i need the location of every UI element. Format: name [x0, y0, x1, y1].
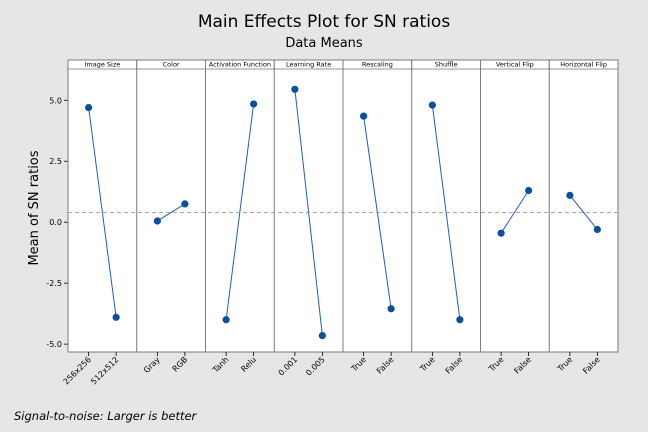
effect-point [85, 103, 93, 112]
y-tick-label: 5.0 [49, 96, 62, 105]
plot-area: 5.0 2.5 0.0 -2.5 -5.0 Image Size 256x256512x51… [46, 59, 619, 386]
effect-point [250, 100, 258, 108]
panel-title: Color [163, 61, 180, 69]
y-tick-label: -5.0 [46, 340, 62, 349]
effect-point [525, 186, 533, 195]
effect-point [318, 331, 326, 340]
y-axis-label: Mean of SN ratios [27, 150, 42, 265]
x-tick-label: Gray [142, 355, 162, 375]
effect-point [360, 112, 368, 120]
x-tick-label: False [375, 355, 396, 376]
effect-point [497, 229, 505, 237]
y-tick-label: 2.5 [49, 157, 62, 166]
x-tick-label: False [512, 355, 533, 376]
x-tick-label: 0.001 [277, 355, 300, 378]
chart-title: Main Effects Plot for SN ratios [198, 12, 451, 32]
x-tick-label: 256x256 [62, 355, 93, 386]
effect-point [456, 316, 464, 324]
panel-title: Activation Function [209, 61, 271, 69]
y-tick-label: 0.0 [49, 218, 62, 227]
effect-line [225, 103, 255, 320]
effect-point [593, 225, 601, 234]
x-tick-label: Tanh [210, 355, 230, 375]
effect-point [387, 305, 395, 313]
panel-title: Rescaling [362, 61, 393, 69]
effect-point [291, 85, 299, 93]
chart-subtitle: Data Means [285, 36, 363, 51]
x-tick-label: True [418, 355, 437, 374]
effect-point [222, 316, 230, 324]
x-tick-label: True [486, 355, 505, 374]
effect-line [88, 107, 117, 318]
x-tick-label: RGB [171, 355, 190, 374]
effect-point [153, 217, 161, 225]
x-tick-label: False [444, 355, 465, 376]
x-tick-label: True [349, 355, 368, 374]
x-tick-label: 0.005 [304, 355, 327, 378]
x-tick-label: 512x512 [89, 355, 120, 386]
x-tick-label: True [555, 355, 574, 374]
effect-point [566, 191, 574, 199]
panel-title: Vertical Flip [496, 61, 534, 69]
footnote: Signal-to-noise: Larger is better [14, 409, 198, 423]
x-tick-label: Relu [239, 355, 258, 374]
x-tick-label: False [581, 355, 602, 376]
effect-point [181, 200, 189, 208]
effect-line [157, 203, 186, 222]
panel-title: Image Size [84, 61, 120, 69]
panel-border [548, 59, 619, 353]
panel-title: Horizontal Flip [560, 61, 607, 69]
panel-title: Shuffle [435, 61, 458, 69]
y-tick-label: -2.5 [46, 279, 62, 288]
effect-line [569, 195, 598, 230]
effect-line [500, 190, 530, 234]
effect-point [428, 101, 436, 109]
effect-point [112, 313, 120, 321]
panel-title: Learning Rate [286, 61, 331, 69]
